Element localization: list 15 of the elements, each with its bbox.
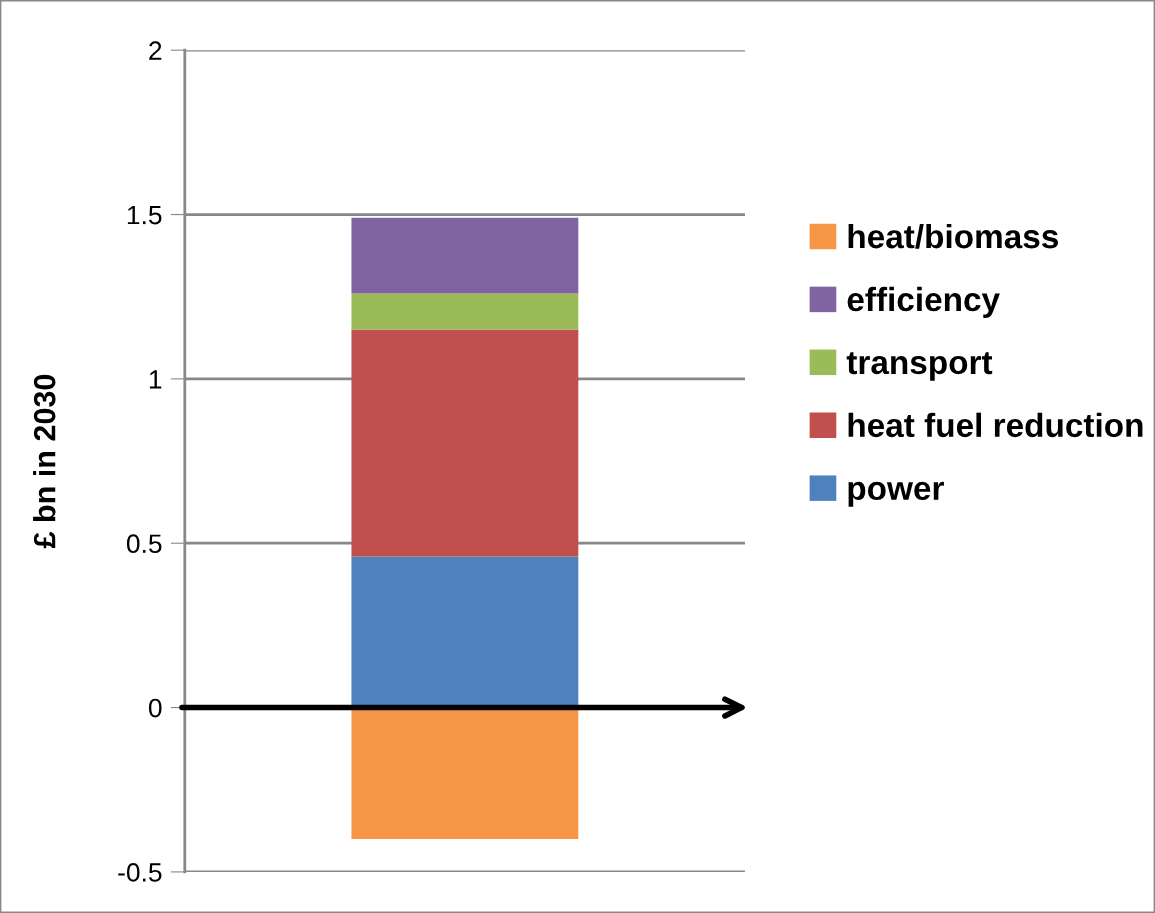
y-tick-label: 1.5 bbox=[127, 205, 162, 225]
bar bbox=[351, 329, 579, 557]
legend-label: efficiency bbox=[847, 286, 1000, 318]
bar bbox=[351, 293, 579, 330]
y-axis-title: £ bn in 2030 bbox=[33, 374, 56, 549]
y-tick-label: 2 bbox=[149, 41, 162, 60]
legend-label: transport bbox=[846, 352, 993, 381]
legend-label: heat fuel reduction bbox=[848, 412, 1143, 438]
y-tick-label: 0 bbox=[148, 698, 162, 718]
bar bbox=[351, 217, 579, 294]
legend-label: power bbox=[848, 481, 944, 507]
y-tick-label: 0.5 bbox=[126, 534, 162, 554]
legend-label: heat/biomass bbox=[848, 223, 1058, 249]
y-tick-label: -0.5 bbox=[118, 863, 162, 882]
y-tick-label: 1 bbox=[149, 370, 162, 389]
